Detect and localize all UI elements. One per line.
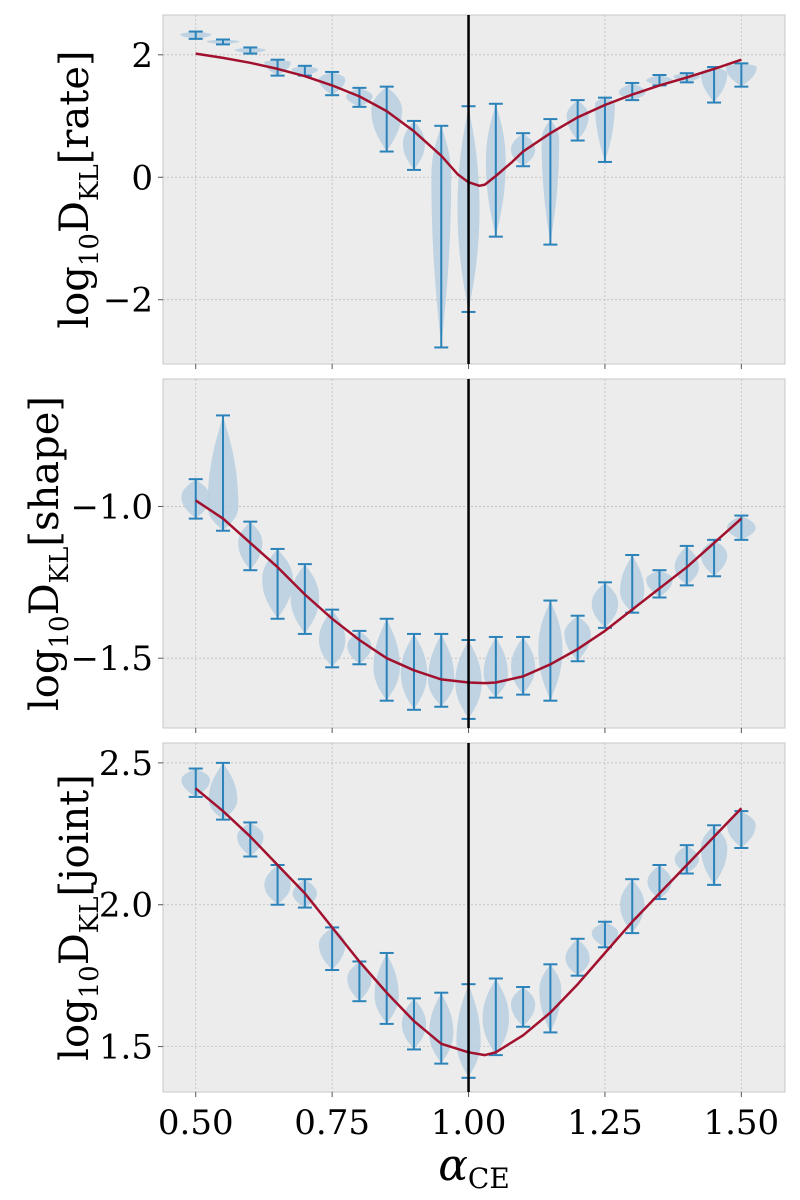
x-axis-label-main: α — [438, 1140, 468, 1191]
y-axis-label-d: D — [52, 933, 98, 965]
x-axis-label: αCE — [438, 1140, 510, 1195]
y-axis-label-base: 10 — [75, 233, 105, 266]
y-axis-label-bracket: [rate] — [52, 50, 98, 164]
y-tick-label: 2.5 — [99, 744, 153, 784]
y-axis-label-bracket: [joint] — [52, 774, 98, 896]
fit-line — [194, 787, 743, 1057]
x-tick-label: 1.00 — [431, 1103, 507, 1143]
y-axis-label: log10DKL[rate] — [52, 50, 105, 328]
x-axis-ticks: 0.50 0.75 1.00 1.25 1.50 — [158, 1103, 779, 1143]
x-tick-label: 0.50 — [158, 1103, 234, 1143]
y-axis-label-sub: KL — [75, 896, 105, 933]
x-axis-label-sub: CE — [468, 1162, 510, 1195]
y-axis-label-log: log — [52, 266, 98, 328]
y-tick-label: 0 — [131, 158, 153, 198]
y-tick-label: −1.0 — [70, 487, 153, 527]
y-axis-label-sub: KL — [75, 164, 105, 201]
y-axis-label-base: 10 — [45, 615, 75, 648]
y-tick-label: −1.5 — [70, 639, 153, 679]
x-tick-label: 0.75 — [294, 1103, 370, 1143]
y-axis-label-base: 10 — [75, 965, 105, 998]
y-axis-label-sub: KL — [45, 547, 75, 584]
y-axis-label-d: D — [22, 583, 68, 615]
y-axis-label: log10DKL[shape] — [22, 396, 75, 711]
y-tick-label: −2 — [103, 281, 153, 321]
y-tick-label: 1.5 — [99, 1028, 153, 1068]
y-axis-label-log: log — [22, 649, 68, 711]
y-axis-label: log10DKL[joint] — [52, 774, 105, 1061]
y-axis-label-bracket: [shape] — [22, 396, 68, 547]
y-tick-label: 2.0 — [99, 886, 153, 926]
y-axis-label-d: D — [52, 201, 98, 233]
fit-line — [195, 52, 742, 188]
x-tick-label: 1.25 — [567, 1103, 643, 1143]
x-tick-label: 1.50 — [703, 1103, 779, 1143]
fit-line — [195, 499, 743, 685]
panels: 20−2log10DKL[rate]−1.0−1.5log10DKL[shape… — [22, 14, 786, 1097]
y-tick-label: 2 — [131, 36, 153, 76]
y-axis-label-log: log — [52, 998, 98, 1060]
